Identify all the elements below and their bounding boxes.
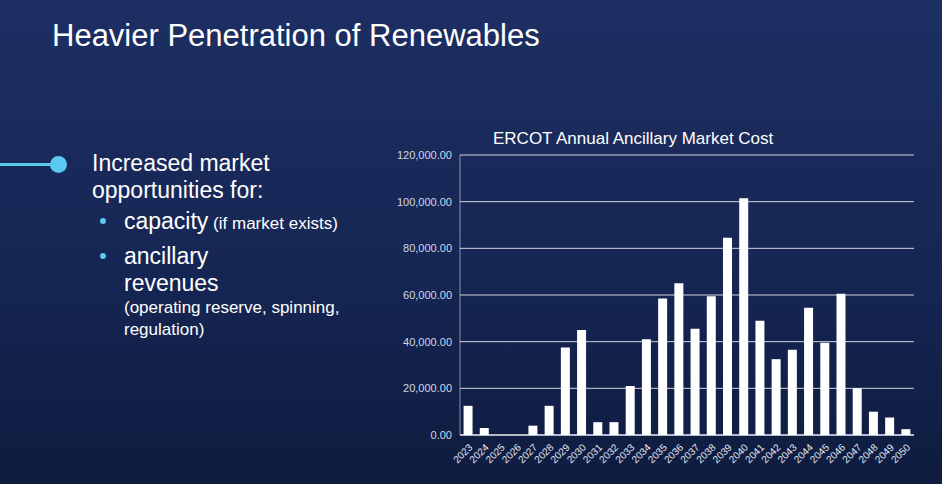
svg-text:2044: 2044 [791, 441, 815, 466]
svg-text:2029: 2029 [548, 441, 572, 466]
svg-text:80,000.00: 80,000.00 [403, 242, 452, 254]
svg-text:2034: 2034 [629, 441, 653, 466]
svg-text:2048: 2048 [856, 441, 880, 466]
svg-text:2040: 2040 [726, 441, 751, 466]
svg-text:60,000.00: 60,000.00 [403, 289, 452, 301]
svg-text:2047: 2047 [840, 441, 864, 466]
html-text:ancillary revenues: ancillary revenues [124, 243, 219, 296]
svg-text:100,000.00: 100,000.00 [397, 196, 452, 208]
svg-text:2035: 2035 [645, 441, 670, 466]
html-text:Heavier Penetration of Renewab: Heavier Penetration of Renewables [52, 18, 540, 53]
svg-text:2033: 2033 [613, 441, 637, 466]
svg-text:2039: 2039 [710, 441, 734, 466]
svg-text:2030: 2030 [564, 441, 588, 466]
svg-text:2036: 2036 [661, 441, 686, 466]
svg-text:40,000.00: 40,000.00 [403, 336, 452, 348]
svg-text:2031: 2031 [580, 441, 605, 466]
svg-text:2026: 2026 [499, 441, 524, 466]
svg-text:2049: 2049 [872, 441, 897, 466]
html-text:(operating reserve, spinning,: (operating reserve, spinning, regulation… [124, 298, 340, 339]
svg-text:2042: 2042 [759, 441, 783, 466]
svg-text:2027: 2027 [515, 441, 540, 466]
svg-text:2043: 2043 [775, 441, 799, 466]
svg-text:2046: 2046 [824, 441, 848, 466]
svg-text:20,000.00: 20,000.00 [403, 382, 452, 394]
svg-text:2045: 2045 [807, 441, 832, 466]
svg-text:2050: 2050 [889, 441, 913, 465]
html-text:capacity (if market exists): capacity (if market exists) [124, 208, 338, 234]
svg-text:120,000.00: 120,000.00 [397, 149, 452, 161]
html-text:Increased market opportunities: Increased market opportunities for: [92, 150, 270, 203]
svg-text:2028: 2028 [532, 441, 556, 466]
svg-text:2037: 2037 [678, 441, 702, 466]
svg-text:2032: 2032 [597, 441, 621, 466]
svg-text:2038: 2038 [694, 441, 718, 466]
svg-text:2025: 2025 [483, 441, 507, 466]
svg-text:2024: 2024 [467, 441, 491, 466]
svg-text:2041: 2041 [742, 441, 767, 466]
html-text:ERCOT Annual Ancillary Market: ERCOT Annual Ancillary Market Cost [493, 129, 774, 148]
svg-text:2023: 2023 [451, 441, 475, 466]
svg-text:0.00: 0.00 [431, 429, 452, 441]
